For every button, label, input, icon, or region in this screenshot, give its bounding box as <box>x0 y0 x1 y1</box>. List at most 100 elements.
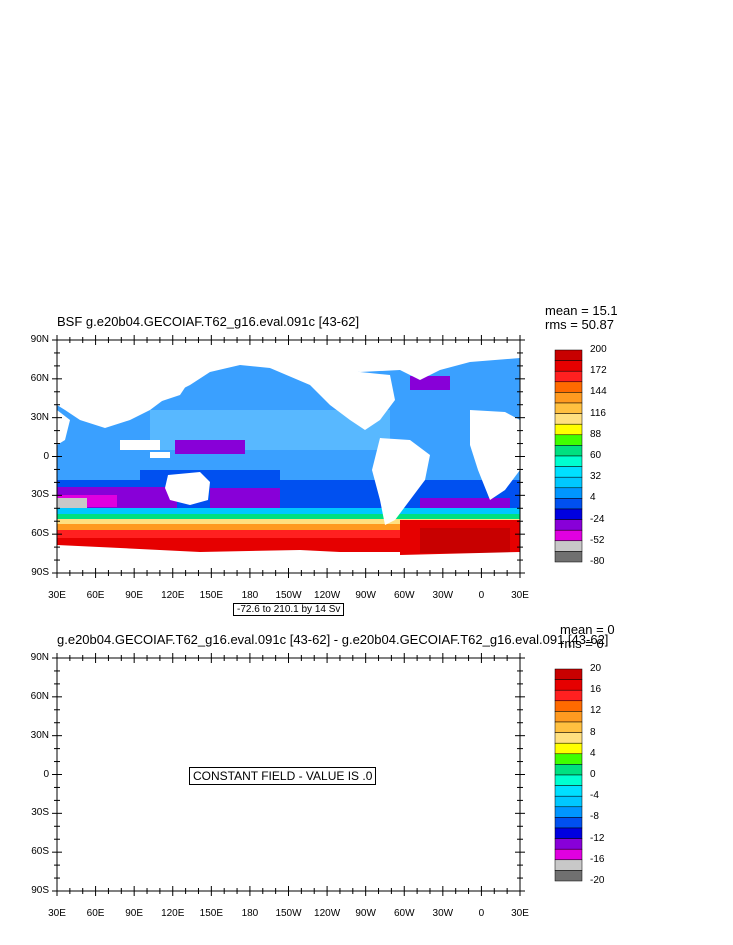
lon-label: 150E <box>199 590 223 601</box>
colorbar-swatch <box>554 392 583 404</box>
lat-label: 60S <box>31 846 49 858</box>
colorbar-swatch <box>554 785 583 797</box>
colorbar-swatch <box>554 859 583 871</box>
colorbar-swatch <box>554 487 583 499</box>
lon-label: 90W <box>355 590 376 601</box>
colorbar-swatch <box>554 529 583 542</box>
colorbar-swatch <box>554 466 583 478</box>
colorbar-swatch <box>554 753 583 765</box>
lat-label: 90N <box>30 652 49 663</box>
colorbar-label: 200 <box>590 344 607 355</box>
colorbar-swatch <box>554 795 583 808</box>
constant-field-message: CONSTANT FIELD - VALUE IS .0 <box>189 767 377 785</box>
colorbar-label: -24 <box>590 513 605 525</box>
lon-label: 30E <box>48 590 66 601</box>
colorbar-swatch <box>554 848 583 861</box>
lon-label: 0 <box>478 590 485 601</box>
colorbar-swatch <box>554 870 583 882</box>
lon-label: 90W <box>355 908 376 919</box>
panel1-rms: rms = 50.87 <box>545 317 615 332</box>
lon-label: 150W <box>275 590 302 601</box>
lat-label: 90S <box>31 567 49 578</box>
colorbar-label: 4 <box>590 747 596 759</box>
colorbar-label: 172 <box>590 365 607 377</box>
colorbar-swatch <box>554 679 583 691</box>
lon-label: 120E <box>161 590 185 601</box>
lon-label: 60W <box>393 590 415 601</box>
colorbar-swatch <box>554 668 583 680</box>
lon-label: 30E <box>48 908 66 919</box>
panel1-range-label: -72.6 to 210.1 by 14 Sv <box>233 603 345 616</box>
lat-label: 60N <box>30 690 49 702</box>
colorbar-swatch <box>554 689 583 702</box>
colorbar-label: 16 <box>590 684 602 696</box>
colorbar-label: 0 <box>590 769 596 780</box>
lon-label: 30E <box>511 590 529 601</box>
colorbar-swatch <box>554 434 583 446</box>
colorbar-label: -16 <box>590 853 605 865</box>
colorbar-swatch <box>554 423 583 436</box>
lon-label: 30W <box>432 590 454 601</box>
lat-label: 30N <box>30 411 49 423</box>
colorbar-label: -4 <box>590 790 599 802</box>
colorbar-label: 116 <box>590 407 606 419</box>
lon-label: 60W <box>393 908 415 919</box>
lat-label: 90S <box>31 885 49 896</box>
colorbar-swatch <box>554 498 583 510</box>
colorbar-label: -12 <box>590 832 605 844</box>
lat-label: 30N <box>30 729 49 741</box>
colorbar-swatch <box>554 445 583 457</box>
colorbar-swatch <box>554 540 583 552</box>
colorbar-swatch <box>554 381 583 393</box>
colorbar-swatch <box>554 711 583 723</box>
lon-label: 150E <box>199 908 223 919</box>
panel2-rms: rms = 0 <box>560 636 604 651</box>
colorbar-label: 20 <box>590 663 602 674</box>
panel1-field <box>57 340 520 573</box>
colorbar-swatch <box>554 370 583 383</box>
lon-label: 60E <box>86 590 105 601</box>
colorbar-label: 12 <box>590 705 602 717</box>
panel2-ticks <box>52 653 525 896</box>
colorbar-swatch <box>554 402 583 414</box>
colorbar-swatch <box>554 360 583 372</box>
lat-label: 0 <box>43 450 49 462</box>
colorbar-swatch <box>554 413 583 425</box>
colorbar-label: 60 <box>590 450 602 461</box>
panel1-colorbar <box>554 349 583 563</box>
lon-label: 120E <box>161 908 185 919</box>
colorbar-label: -8 <box>590 811 599 823</box>
lat-label: 60S <box>31 528 49 540</box>
colorbar-swatch <box>554 455 583 467</box>
lon-label: 90E <box>125 908 144 919</box>
colorbar-swatch <box>554 476 583 489</box>
lon-label: 30W <box>432 908 454 919</box>
panel1-mean: mean = 15.1 <box>545 303 618 318</box>
colorbar-swatch <box>554 817 583 829</box>
panel2-mean: mean = 0 <box>560 622 615 637</box>
colorbar-swatch <box>554 551 583 563</box>
lat-label: 90N <box>30 334 49 345</box>
lat-label: 60N <box>30 372 49 384</box>
colorbar-swatch <box>554 732 583 744</box>
panel1-ticks <box>52 335 525 578</box>
lon-label: 60E <box>86 908 105 919</box>
lon-label: 120W <box>314 590 341 601</box>
colorbar-label: 8 <box>590 726 596 738</box>
colorbar-swatch <box>554 774 583 786</box>
colorbar-label: -52 <box>590 534 605 546</box>
colorbar-swatch <box>554 827 583 839</box>
colorbar-swatch <box>554 508 583 520</box>
colorbar-label: -20 <box>590 875 605 886</box>
colorbar-swatch <box>554 700 583 712</box>
colorbar-swatch <box>554 721 583 733</box>
lat-label: 30S <box>31 807 49 819</box>
colorbar-label: 88 <box>590 428 602 440</box>
colorbar-swatch <box>554 838 583 850</box>
lon-label: 180 <box>241 590 259 601</box>
colorbar-swatch <box>554 764 583 776</box>
colorbar-label: -80 <box>590 556 605 567</box>
lat-label: 30S <box>31 489 49 501</box>
panel2-colorbar <box>554 668 583 882</box>
